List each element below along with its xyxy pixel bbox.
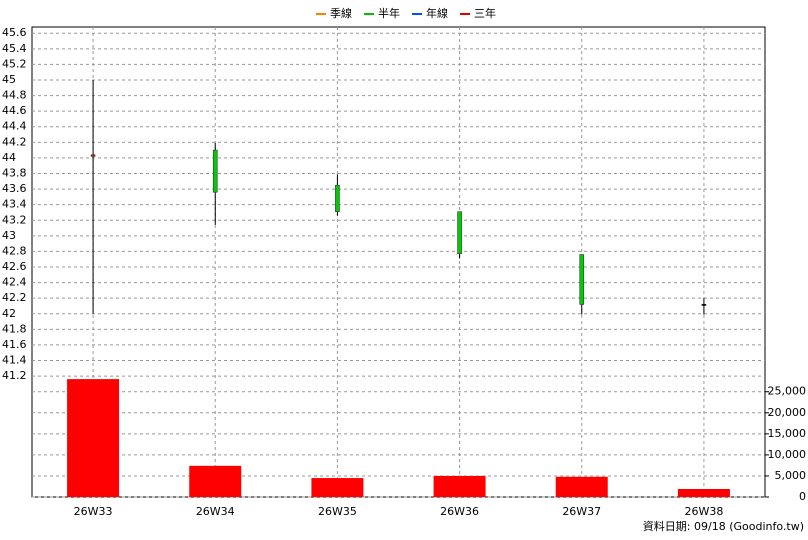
y-tick-label: 42: [2, 307, 16, 320]
candle-body: [335, 184, 340, 212]
legend-label: 季線: [330, 6, 352, 20]
x-tick-label: 26W36: [440, 505, 479, 518]
bar: [311, 478, 364, 497]
y-tick-label: 44.8: [2, 89, 27, 102]
candle-body: [212, 149, 218, 193]
y-tick-label: 44: [2, 151, 16, 164]
y-tick-label: 44.4: [2, 120, 27, 133]
y-tick-label: 44.2: [2, 135, 27, 148]
y-tick-label: 20,000: [768, 406, 807, 419]
y-tick-label: 10,000: [768, 448, 807, 461]
y-tick-label: 42.6: [2, 260, 27, 273]
legend-label: 年線: [426, 6, 448, 20]
y-tick-label: 43: [2, 229, 16, 242]
x-tick-label: 26W37: [562, 505, 601, 518]
source-note: 資料日期: 09/18 (Goodinfo.tw): [643, 519, 804, 533]
x-tick-label: 26W38: [684, 505, 723, 518]
y-tick-label: 45.4: [2, 42, 27, 55]
candle-body: [457, 211, 462, 255]
legend-label: 半年: [378, 6, 400, 20]
y-tick-label: 41.2: [2, 369, 27, 382]
candle-body: [90, 154, 96, 157]
legend-label: 三年: [474, 6, 496, 20]
y-tick-label: 42.2: [2, 291, 27, 304]
y-tick-label: 43.4: [2, 198, 27, 211]
x-tick-label: 26W35: [318, 505, 357, 518]
y-tick-label: 43.8: [2, 166, 27, 179]
y-tick-label: 15,000: [768, 427, 807, 440]
y-tick-label: 41.6: [2, 338, 27, 351]
y-tick-label: 45: [2, 73, 16, 86]
y-tick-label: 41.4: [2, 354, 27, 367]
y-tick-label: 44.6: [2, 104, 27, 117]
bar: [555, 476, 608, 497]
y-tick-label: 25,000: [768, 385, 807, 398]
y-tick-label: 43.6: [2, 182, 27, 195]
y-tick-label: 45.2: [2, 57, 27, 70]
bar: [677, 489, 730, 497]
x-tick-label: 26W34: [196, 505, 235, 518]
y-tick-label: 5,000: [775, 469, 807, 482]
bar: [433, 475, 486, 497]
y-tick-label: 42.8: [2, 244, 27, 257]
y-tick-label: 43.2: [2, 213, 27, 226]
candle-body: [579, 254, 585, 305]
y-tick-label: 0: [799, 490, 806, 503]
candle-body: [701, 304, 707, 306]
y-tick-label: 45.6: [2, 26, 27, 39]
bar: [189, 465, 242, 497]
bar: [67, 379, 120, 497]
y-tick-label: 42.4: [2, 276, 27, 289]
y-tick-label: 41.8: [2, 322, 27, 335]
x-tick-label: 26W33: [74, 505, 113, 518]
